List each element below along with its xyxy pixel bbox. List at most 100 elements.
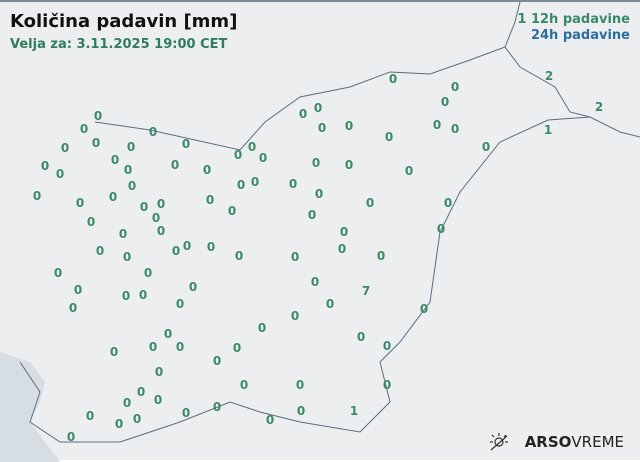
station-value: 0 [311, 156, 321, 170]
station-value: 0 [202, 163, 212, 177]
station-value: 0 [188, 280, 198, 294]
station-value: 0 [143, 266, 153, 280]
station-value: 0 [136, 385, 146, 399]
station-value: 0 [436, 222, 446, 236]
station-value: 0 [376, 249, 386, 263]
station-value: 0 [233, 148, 243, 162]
station-value: 0 [344, 119, 354, 133]
station-value: 0 [148, 125, 158, 139]
station-value: 0 [60, 141, 70, 155]
valid-time: Velja za: 3.11.2025 19:00 CET [10, 37, 228, 52]
sea [0, 352, 60, 462]
station-value: 0 [317, 121, 327, 135]
map-title: Količina padavin [mm] [10, 11, 238, 32]
station-value: 0 [79, 122, 89, 136]
station-value: 0 [307, 208, 317, 222]
station-value: 0 [325, 297, 335, 311]
station-value: 0 [212, 354, 222, 368]
station-value: 0 [337, 242, 347, 256]
station-value: 0 [356, 330, 366, 344]
station-value: 0 [171, 244, 181, 258]
station-value: 0 [440, 95, 450, 109]
station-value: 0 [257, 321, 267, 335]
station-value: 0 [239, 378, 249, 392]
station-value: 0 [234, 249, 244, 263]
station-value: 1 [543, 123, 553, 137]
station-value: 0 [121, 289, 131, 303]
station-value: 0 [170, 158, 180, 172]
legend-12h-label: 12h padavine [530, 12, 630, 27]
station-value: 0 [123, 163, 133, 177]
station-value: 0 [382, 339, 392, 353]
legend-24h: 24h padavine [530, 28, 630, 43]
station-value: 0 [156, 197, 166, 211]
station-value: 0 [295, 378, 305, 392]
arso-logo: ARSOVREME [489, 433, 624, 451]
station-value: 0 [151, 211, 161, 225]
station-value: 0 [138, 288, 148, 302]
station-value: 0 [154, 365, 164, 379]
station-value: 0 [450, 80, 460, 94]
station-value: 0 [86, 215, 96, 229]
legend-12h: 1 12h padavine [517, 12, 630, 27]
station-value: 0 [232, 341, 242, 355]
station-value: 0 [432, 118, 442, 132]
northern-border [94, 2, 521, 151]
station-value: 0 [443, 196, 453, 210]
station-value: 0 [250, 175, 260, 189]
station-value: 2 [594, 100, 604, 114]
station-value: 0 [55, 167, 65, 181]
station-value: 0 [95, 244, 105, 258]
station-value: 0 [247, 140, 257, 154]
station-value: 0 [181, 137, 191, 151]
station-value: 0 [344, 158, 354, 172]
station-value: 0 [153, 393, 163, 407]
station-value: 0 [118, 227, 128, 241]
station-value: 0 [156, 224, 166, 238]
station-value: 0 [53, 266, 63, 280]
station-value: 0 [388, 72, 398, 86]
station-value: 0 [296, 404, 306, 418]
station-value: 0 [139, 200, 149, 214]
station-value: 0 [32, 189, 42, 203]
station-value: 0 [290, 250, 300, 264]
station-value: 0 [85, 409, 95, 423]
station-value: 0 [310, 275, 320, 289]
station-value: 0 [481, 140, 491, 154]
station-value: 0 [73, 283, 83, 297]
station-value: 0 [132, 412, 142, 426]
station-value: 0 [313, 101, 323, 115]
station-value: 0 [419, 302, 429, 316]
station-value: 0 [265, 413, 275, 427]
station-value: 0 [365, 196, 375, 210]
station-value: 0 [93, 109, 103, 123]
eastern-border [504, 46, 591, 118]
station-value: 0 [109, 345, 119, 359]
station-value: 0 [382, 378, 392, 392]
station-value: 0 [108, 190, 118, 204]
station-value: 0 [236, 178, 246, 192]
station-value: 0 [122, 396, 132, 410]
station-value: 0 [40, 159, 50, 173]
station-value: 0 [91, 136, 101, 150]
station-value: 0 [384, 130, 394, 144]
station-value: 0 [339, 225, 349, 239]
station-value: 0 [314, 187, 324, 201]
station-value: 0 [290, 309, 300, 323]
sun-cloud-icon [489, 433, 508, 451]
station-value: 0 [288, 177, 298, 191]
station-value: 0 [175, 297, 185, 311]
station-value: 0 [181, 406, 191, 420]
station-value: 2 [544, 69, 554, 83]
station-value: 0 [127, 179, 137, 193]
station-value: 0 [205, 193, 215, 207]
station-value: 0 [404, 164, 414, 178]
station-value: 0 [298, 107, 308, 121]
country-border [19, 116, 640, 443]
station-value: 0 [122, 250, 132, 264]
station-value: 7 [361, 284, 371, 298]
station-value: 0 [126, 140, 136, 154]
station-value: 0 [212, 400, 222, 414]
station-value: 0 [75, 196, 85, 210]
